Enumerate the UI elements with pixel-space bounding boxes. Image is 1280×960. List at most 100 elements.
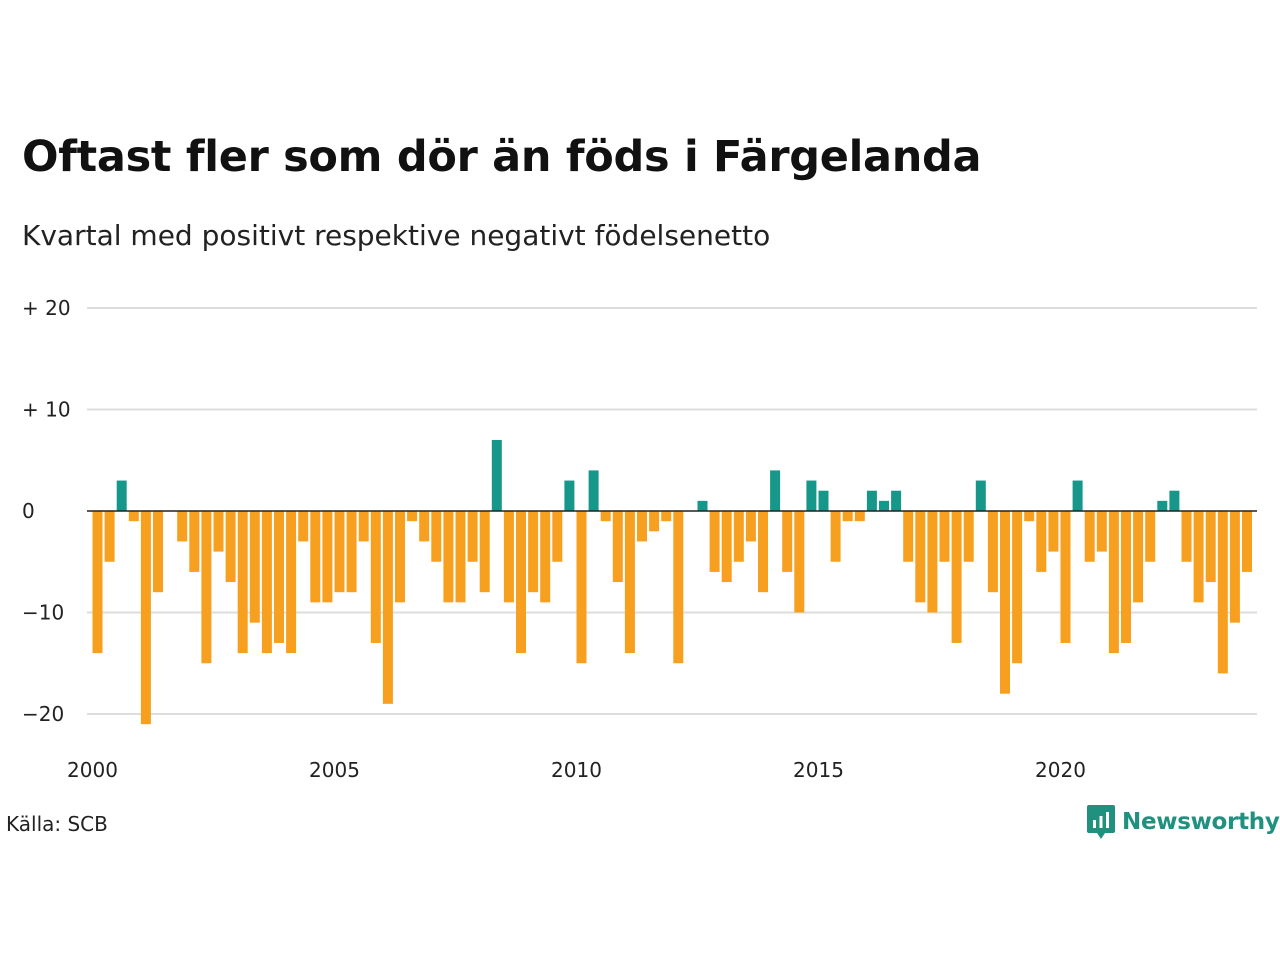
bar-negative [189,511,200,572]
x-tick-label: 2010 [551,758,602,782]
bar-negative [721,511,732,583]
bar-positive [879,500,889,511]
bar-positive [1169,490,1180,511]
y-tick-label: + 20 [22,296,71,320]
bar-negative [92,511,103,654]
bar-negative [298,511,309,542]
bar-negative [128,511,139,522]
x-axis-ticks: 2000 2005 2010 2015 2020 [67,758,1086,782]
bar-negative [261,511,272,654]
bar-negative [1084,511,1095,562]
bar-negative [382,511,393,704]
bar-negative [1060,511,1071,643]
bar-negative [552,511,563,562]
y-axis-ticks: + 20 + 10 0 −10 −20 [22,296,71,726]
bar-negative [479,511,490,593]
bar-positive [806,480,817,511]
x-tick-label: 2000 [67,758,118,782]
bar-negative [612,511,623,583]
bar-positive [564,480,575,511]
bar-positive [866,490,877,511]
x-tick-label: 2020 [1035,758,1086,782]
bar-positive [1157,500,1168,511]
bar-negative [419,511,430,542]
y-tick-label: 0 [22,499,35,523]
bar-negative [1121,511,1131,643]
bar-negative [407,511,418,522]
newsworthy-logo-icon [1087,805,1115,839]
bar-negative [1181,511,1192,562]
bar-negative [1108,511,1119,654]
bar-negative [1193,511,1204,603]
y-tick-label: + 10 [22,398,71,422]
bar-negative [528,511,539,593]
bar-negative [842,511,853,522]
bar-negative [213,511,224,552]
bar-negative [758,511,768,593]
bar-negative [830,511,841,562]
bar-negative [237,511,248,654]
y-tick-label: −20 [22,702,64,726]
bar-negative [1012,511,1023,664]
bar-negative [249,511,260,623]
bar-negative [745,511,756,542]
bar-chart: + 20 + 10 0 −10 −20 2000 2005 2010 2015 2020 [22,296,1257,782]
bar-negative [201,511,212,664]
bar-negative [1205,511,1216,583]
bar-negative [951,511,962,643]
bar-positive [588,470,599,511]
bar-negative [709,511,720,572]
bar-positive [491,439,502,511]
bar-negative [637,511,647,542]
bar-negative [1024,511,1035,522]
bar-negative [503,511,514,603]
bar-negative [140,511,151,725]
bar-negative [225,511,236,583]
bar-negative [1229,511,1240,623]
bar-negative [322,511,333,603]
bar-positive [697,500,708,511]
bar-negative [395,511,405,603]
bar-negative [370,511,381,643]
bar-negative [334,511,345,593]
bar-negative [915,511,926,603]
bars [92,439,1252,725]
bar-negative [1145,511,1156,562]
bar-negative [939,511,950,562]
bar-negative [987,511,998,593]
bar-negative [1217,511,1228,674]
bar-negative [153,511,163,593]
bar-negative [903,511,914,562]
bar-positive [818,490,829,511]
bar-negative [455,511,466,603]
bar-negative [1096,511,1107,552]
bar-negative [794,511,805,613]
bar-negative [467,511,478,562]
bar-negative [661,511,672,522]
bar-positive [975,480,986,511]
bar-negative [1133,511,1144,603]
bar-negative [1036,511,1047,572]
bar-negative [576,511,587,664]
x-tick-label: 2015 [793,758,844,782]
bar-negative [854,511,865,522]
bar-negative [443,511,454,603]
bar-negative [1242,511,1252,572]
bar-negative [431,511,442,562]
bar-negative [177,511,188,542]
newsworthy-logo-text: Newsworthy [1122,809,1280,835]
bar-negative [1048,511,1059,552]
bar-negative [963,511,974,562]
bar-negative [733,511,744,562]
bar-negative [104,511,115,562]
bar-negative [358,511,369,542]
bar-negative [310,511,321,603]
chart-title: Oftast fler som dör än föds i Färgelanda [22,132,982,182]
bar-positive [770,470,781,511]
bar-negative [624,511,635,654]
bar-negative [600,511,611,522]
x-tick-label: 2005 [309,758,360,782]
bar-negative [782,511,793,572]
bar-negative [286,511,297,654]
bar-negative [673,511,684,664]
